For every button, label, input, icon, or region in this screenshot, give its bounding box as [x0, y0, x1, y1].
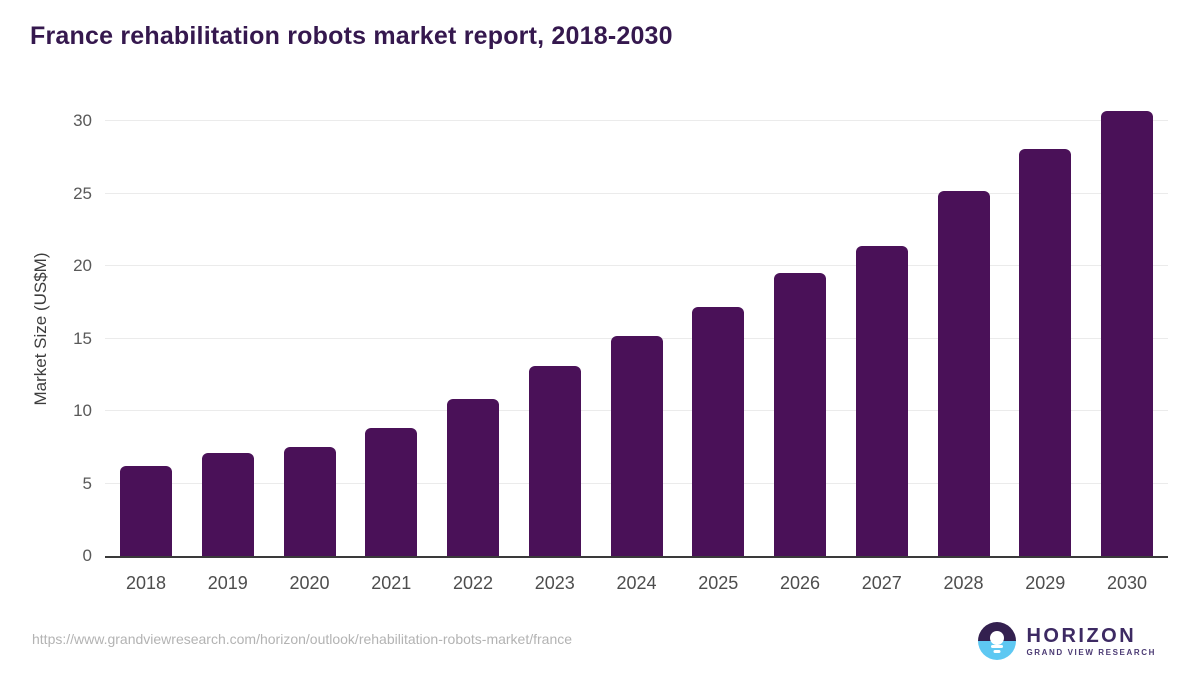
y-axis-title: Market Size (US$M): [31, 252, 50, 406]
x-tick-label-2025: 2025: [698, 573, 739, 593]
y-tick-label-10: 10: [73, 401, 92, 420]
bar-column-2018: 2018: [120, 466, 172, 593]
logo-name: HORIZON: [1026, 624, 1137, 647]
logo-text: HORIZON GRAND VIEW RESEARCH: [1026, 625, 1156, 658]
bar-column-2027: 2027: [855, 246, 908, 593]
bar-2030: [1101, 111, 1153, 556]
bar-2028: [937, 191, 990, 556]
bar-2020: [283, 447, 336, 556]
logo-subtitle: GRAND VIEW RESEARCH: [1026, 647, 1156, 657]
bar-2022: [447, 399, 499, 556]
y-tick-label-25: 25: [73, 183, 92, 203]
bar-2025: [692, 307, 745, 556]
x-tick-label-2028: 2028: [943, 573, 984, 593]
gridline-20: [105, 265, 1168, 266]
x-tick-label-2024: 2024: [616, 573, 657, 593]
x-tick-label-2019: 2019: [207, 573, 248, 593]
bar-2024: [610, 336, 663, 556]
bar-column-2030: 2030: [1101, 111, 1153, 593]
plot-area: 0 5 10 15 20 25 30 2018 2019 2020 2021 2022 2023 202…: [73, 100, 1168, 593]
x-tick-label-2020: 2020: [289, 573, 330, 593]
y-tick-label-0: 0: [82, 546, 92, 565]
bar-column-2024: 2024: [610, 336, 663, 593]
bar-2021: [365, 428, 418, 556]
gridline-30: [105, 120, 1168, 121]
bar-column-2028: 2028: [937, 191, 990, 593]
y-tick-label-20: 20: [73, 256, 92, 275]
sun-icon: [990, 631, 1005, 645]
bar-2018: [120, 466, 172, 556]
bars-container: 2018 2019 2020 2021 2022 2023 2024 2025 2026 2027…: [105, 100, 1168, 593]
bar-column-2023: 2023: [528, 366, 581, 593]
x-tick-label-2026: 2026: [779, 573, 821, 593]
bar-2027: [855, 246, 908, 556]
x-tick-label-2018: 2018: [125, 573, 167, 593]
bar-2029: [1019, 149, 1072, 556]
bar-column-2020: 2020: [283, 447, 336, 593]
horizon-reflection-line: [993, 650, 1001, 653]
y-tick-label-5: 5: [82, 473, 92, 493]
horizon-logo: HORIZON GRAND VIEW RESEARCH: [978, 622, 1156, 660]
x-tick-label-2023: 2023: [534, 573, 575, 593]
x-tick-label-2027: 2027: [861, 573, 902, 593]
chart-title: France rehabilitation robots market repo…: [30, 22, 673, 50]
source-url: https://www.grandviewresearch.com/horizo…: [32, 631, 573, 647]
gridline-25: [105, 192, 1168, 194]
y-tick-label-15: 15: [73, 328, 92, 348]
bar-2026: [774, 273, 826, 556]
bar-2023: [528, 366, 581, 556]
bar-column-2026: 2026: [774, 273, 826, 593]
x-tick-label-2030: 2030: [1106, 573, 1148, 593]
bar-2019: [201, 453, 254, 556]
horizon-reflection-line: [991, 645, 1004, 648]
y-tick-label-30: 30: [73, 111, 92, 130]
x-tick-label-2022: 2022: [452, 573, 494, 593]
bar-column-2025: 2025: [692, 307, 745, 593]
bar-column-2029: 2029: [1019, 149, 1072, 593]
bar-column-2021: 2021: [365, 428, 418, 593]
bar-column-2022: 2022: [447, 399, 499, 593]
bar-column-2019: 2019: [201, 453, 254, 593]
horizon-logo-icon: [978, 622, 1017, 660]
x-tick-label-2029: 2029: [1025, 573, 1066, 593]
x-tick-label-2021: 2021: [371, 573, 412, 593]
